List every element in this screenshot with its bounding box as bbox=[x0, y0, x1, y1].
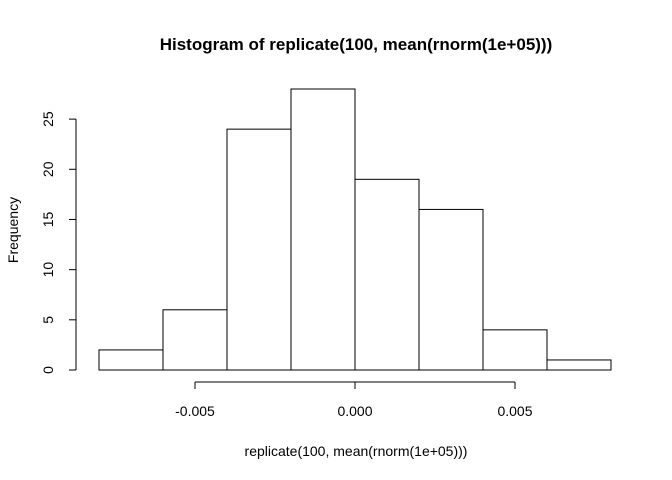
histogram-bar bbox=[290, 88, 356, 371]
y-tick-label: 15 bbox=[40, 211, 56, 227]
histogram-bar bbox=[482, 329, 548, 371]
histogram-bar bbox=[546, 359, 612, 371]
x-tick-label: 0.000 bbox=[337, 403, 372, 419]
x-axis-label: replicate(100, mean(rnorm(1e+05))) bbox=[245, 443, 468, 459]
y-tick-label: 5 bbox=[40, 316, 56, 324]
x-axis: -0.005 0.000 0.005 bbox=[175, 381, 533, 419]
y-tick-label: 20 bbox=[40, 161, 56, 177]
histogram-bar bbox=[162, 309, 228, 371]
y-tick-label: 10 bbox=[40, 262, 56, 278]
bars-group bbox=[98, 88, 612, 371]
x-tick-label: 0.005 bbox=[497, 403, 532, 419]
histogram-bar bbox=[354, 178, 420, 371]
histogram-bar bbox=[418, 208, 484, 371]
y-tick-label: 0 bbox=[40, 366, 56, 374]
y-axis: 0 5 10 15 20 25 bbox=[40, 111, 77, 374]
x-tick-label: -0.005 bbox=[175, 403, 215, 419]
histogram-bar bbox=[98, 349, 164, 371]
chart-title: Histogram of replicate(100, mean(rnorm(1… bbox=[160, 35, 553, 54]
histogram-bar bbox=[226, 128, 292, 371]
y-tick-label: 25 bbox=[40, 111, 56, 127]
y-axis-label: Frequency bbox=[5, 197, 21, 263]
